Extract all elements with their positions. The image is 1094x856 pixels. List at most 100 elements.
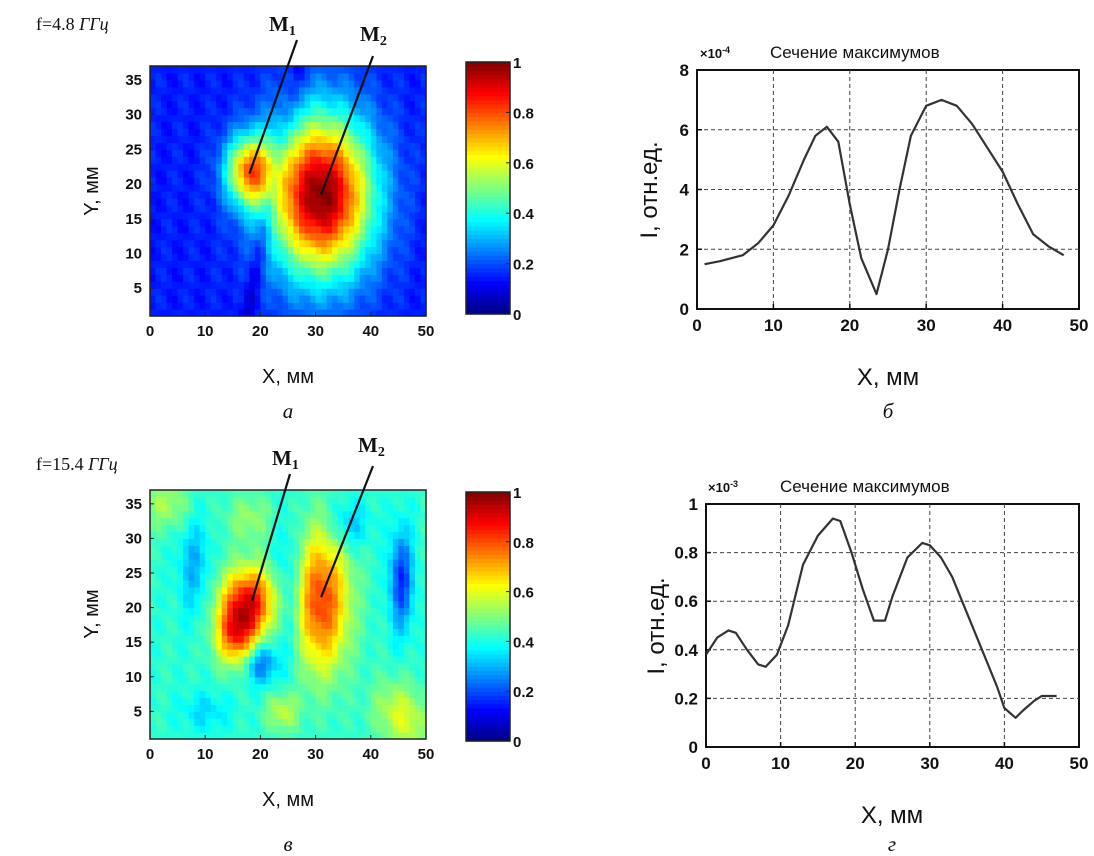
heatmap-cell <box>199 621 206 629</box>
heatmap-cell <box>238 184 245 192</box>
heatmap-cell <box>326 79 333 88</box>
heatmap-cell <box>260 579 267 588</box>
heatmap-cell <box>177 635 184 643</box>
heatmap-cell <box>337 72 344 81</box>
heatmap-cell <box>166 669 173 678</box>
heatmap-cell <box>420 593 427 602</box>
colorbar-v: 00.20.40.60.81 <box>465 485 535 751</box>
heatmap-cell <box>337 218 344 227</box>
colorbar-segment <box>466 599 510 605</box>
heatmap-cell <box>420 718 427 726</box>
heatmap-cell <box>249 288 256 296</box>
heatmap-cell <box>403 690 411 699</box>
heatmap-cell <box>216 121 223 130</box>
heatmap-cell <box>414 586 422 595</box>
heatmap-cell <box>321 496 328 505</box>
heatmap-cell <box>260 211 267 220</box>
heatmap-cell <box>370 211 377 220</box>
heatmap-cell <box>276 566 284 574</box>
heatmap-cell <box>315 496 322 505</box>
heatmap-cell <box>293 559 300 567</box>
colorbar-segment <box>466 120 510 126</box>
heatmap-cell <box>254 79 261 88</box>
heatmap-cell <box>216 156 223 164</box>
heatmap-cell <box>370 114 377 123</box>
heatmap-cell <box>210 614 217 623</box>
heatmap-cell <box>299 490 306 498</box>
heatmap-cell <box>177 184 184 192</box>
heatmap-cell <box>299 725 306 733</box>
heatmap-cell <box>177 239 184 248</box>
heatmap-cell <box>210 586 217 595</box>
heatmap-cell <box>276 225 284 234</box>
heatmap-cell <box>227 621 234 629</box>
heatmap-cell <box>249 66 256 74</box>
heatmap-cell <box>166 107 173 116</box>
heatmap-cell <box>387 538 394 546</box>
heatmap-cell <box>254 253 261 262</box>
heatmap-cell <box>210 295 217 303</box>
heatmap-cell <box>288 156 295 164</box>
heatmap-cell <box>282 628 289 636</box>
heatmap-cell <box>166 149 173 157</box>
heatmap-cell <box>403 93 411 102</box>
heatmap-cell <box>210 260 217 268</box>
heatmap-cell <box>188 614 195 623</box>
heatmap-cell <box>381 621 388 629</box>
heatmap-cell <box>282 225 289 234</box>
heatmap-cell <box>232 628 239 636</box>
heatmap-cell <box>276 93 284 102</box>
heatmap-cell <box>243 86 250 95</box>
heatmap-cell <box>166 253 173 262</box>
heatmap-cell <box>387 218 394 227</box>
heatmap-cell <box>392 253 399 262</box>
heatmap-cell <box>271 149 278 157</box>
heatmap-cell <box>365 197 372 206</box>
heatmap-cell <box>299 545 306 553</box>
heatmap-cell <box>177 86 184 95</box>
heatmap-cell <box>183 79 190 88</box>
heatmap-cell <box>392 725 399 733</box>
heatmap-cell <box>370 628 377 636</box>
heatmap-cell <box>205 149 212 157</box>
heatmap-cell <box>260 156 267 164</box>
heatmap-cell <box>315 593 322 602</box>
heatmap-cell <box>315 545 322 553</box>
heatmap-cell <box>299 86 306 95</box>
heatmap-cell <box>321 225 328 234</box>
heatmap-cell <box>271 607 278 616</box>
heatmap-cell <box>232 545 239 553</box>
heatmap-cell <box>161 191 168 199</box>
heatmap-cell <box>414 260 422 268</box>
heatmap-cell <box>172 559 179 567</box>
heatmap-cell <box>260 732 267 740</box>
heatmap-cell <box>249 573 256 581</box>
heatmap-cell <box>194 559 201 567</box>
heatmap-cell <box>409 267 416 275</box>
heatmap-cell <box>414 204 422 213</box>
heatmap-cell <box>288 732 295 740</box>
heatmap-cell <box>332 566 339 574</box>
heatmap-cell <box>365 545 372 553</box>
heatmap-cell <box>299 662 306 671</box>
heatmap-cell <box>221 302 228 310</box>
heatmap-cell <box>254 642 261 650</box>
heatmap-cell <box>282 669 289 678</box>
marker-m1-pointer-v <box>251 473 292 602</box>
heatmap-cell <box>254 218 261 227</box>
heatmap-cell <box>310 718 317 726</box>
heatmap-cell <box>232 573 239 581</box>
heatmap-cell <box>271 86 278 95</box>
heatmap-cell <box>150 170 157 178</box>
marker-m2-pointer-v <box>320 465 375 598</box>
heatmap-cell <box>354 593 361 602</box>
heatmap-cell <box>403 191 411 199</box>
heatmap-cell <box>210 218 217 227</box>
heatmap-cell <box>276 600 284 609</box>
heatmap-cell <box>304 600 311 609</box>
heatmap-cell <box>265 225 273 234</box>
heatmap-cell <box>337 579 344 588</box>
heatmap-cell <box>304 669 311 678</box>
heatmap-cell <box>210 503 217 512</box>
heatmap-cell <box>299 621 306 629</box>
